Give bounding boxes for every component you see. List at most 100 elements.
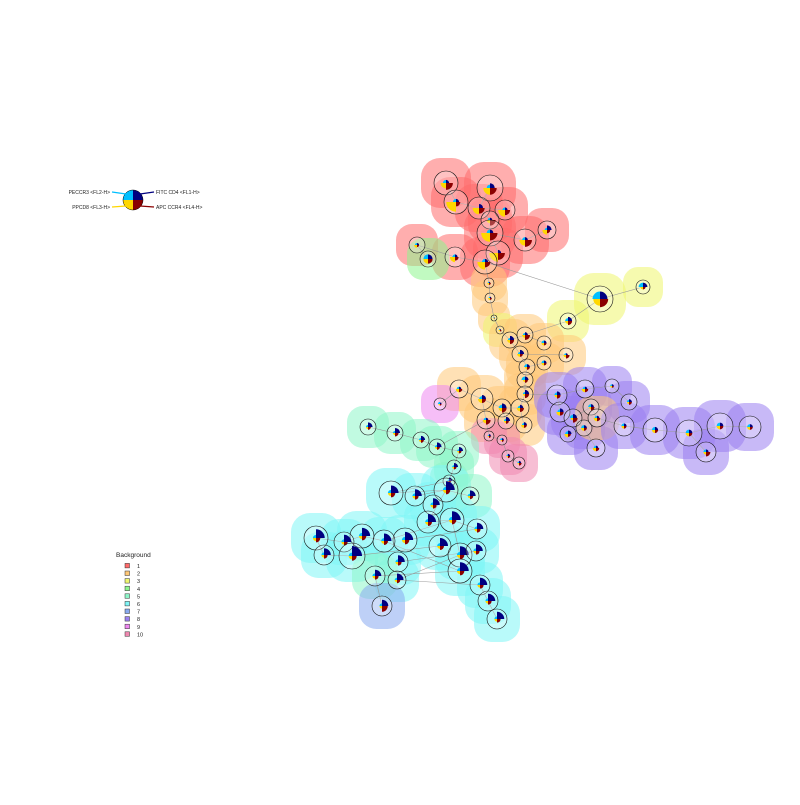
tree-node xyxy=(444,246,466,268)
tree-node xyxy=(516,371,534,389)
tree-node xyxy=(446,459,462,475)
tree-edge xyxy=(367,426,396,434)
node-marker-wedge xyxy=(517,405,520,408)
node-marker-wedge xyxy=(483,188,490,195)
tree-node xyxy=(466,518,488,540)
node-marker-wedge xyxy=(510,340,515,345)
node-marker-wedge xyxy=(455,257,459,261)
node-marker-wedge xyxy=(517,461,519,463)
node-marker-wedge xyxy=(485,262,491,268)
node-marker-wedge xyxy=(750,424,753,427)
marker-label-pp: PPCD8 <FL3-H> xyxy=(72,205,110,211)
node-marker-wedge xyxy=(433,498,440,505)
node-marker-wedge xyxy=(557,409,560,412)
tree-node xyxy=(483,430,495,442)
tree-node xyxy=(496,434,508,446)
node-marker-wedge xyxy=(476,544,483,551)
node-marker-wedge xyxy=(316,538,321,543)
node-marker-wedge xyxy=(490,229,494,233)
node-marker-wedge xyxy=(629,402,632,405)
node-marker-wedge xyxy=(372,576,375,579)
node-marker-wedge xyxy=(525,380,528,383)
node-marker-wedge xyxy=(460,555,465,560)
background-legend-label: 2 xyxy=(137,572,140,578)
tree-edge xyxy=(584,385,613,390)
node-marker-wedge xyxy=(506,454,508,456)
node-marker-wedge xyxy=(398,555,405,562)
node-marker-wedge xyxy=(524,422,527,425)
tree-node xyxy=(387,551,409,573)
background-legend-title: Background xyxy=(116,552,151,559)
node-marker-wedge xyxy=(524,425,527,428)
node-marker-wedge xyxy=(459,446,464,451)
tree-node xyxy=(635,279,651,295)
node-marker-wedge xyxy=(470,496,474,500)
node-marker-wedge xyxy=(452,254,455,257)
node-marker-wedge xyxy=(455,389,459,393)
background-legend-label: 3 xyxy=(137,579,140,585)
tree-node xyxy=(476,219,504,247)
node-marker-wedge xyxy=(481,233,490,242)
node-marker-wedge xyxy=(440,546,444,550)
node-marker-wedge xyxy=(344,534,352,542)
node-marker-wedge xyxy=(482,420,486,424)
node-marker-wedge xyxy=(442,490,446,494)
node-marker-wedge xyxy=(488,593,496,601)
node-marker-wedge xyxy=(489,253,498,262)
tree-node xyxy=(559,425,577,443)
node-marker-wedge xyxy=(522,394,525,397)
node-marker-wedge xyxy=(524,367,527,370)
background-legend-item: 6 xyxy=(124,601,140,608)
background-legend-item: 4 xyxy=(124,585,140,593)
node-marker-wedge xyxy=(434,444,437,447)
node-marker-wedge xyxy=(477,582,480,585)
tree-node xyxy=(433,397,447,411)
node-marker-wedge xyxy=(452,520,457,525)
node-marker-wedge xyxy=(489,434,491,436)
node-marker-wedge xyxy=(470,490,476,496)
tree-node xyxy=(443,189,469,215)
node-marker-wedge xyxy=(448,520,452,524)
node-marker-wedge xyxy=(554,395,557,398)
tree-node xyxy=(470,387,494,411)
node-marker-wedge xyxy=(522,335,525,338)
node-marker-wedge xyxy=(525,237,528,240)
node-marker-wedge xyxy=(493,318,494,319)
tree-edge xyxy=(519,353,567,356)
node-marker-wedge xyxy=(421,435,426,440)
node-marker-wedge xyxy=(368,422,373,427)
marker-legend: FITC CD4 <FL1-H> PECCR3 <FL2-H> PPCD8 <F… xyxy=(69,189,202,211)
node-marker-wedge xyxy=(488,601,492,605)
node-marker-wedge xyxy=(506,456,508,458)
node-marker-wedge xyxy=(486,220,490,224)
background-legend-swatch xyxy=(124,578,130,584)
node-marker-wedge xyxy=(497,619,501,623)
tree-node xyxy=(558,347,574,363)
tree-node xyxy=(428,438,446,456)
node-marker-wedge xyxy=(640,287,643,290)
node-marker-wedge xyxy=(651,430,655,434)
node-marker-wedge xyxy=(401,540,405,544)
node-marker-wedge xyxy=(324,555,328,559)
node-marker-wedge xyxy=(482,399,486,403)
node-marker-wedge xyxy=(438,404,440,406)
node-marker-wedge xyxy=(488,296,490,298)
node-marker-wedge xyxy=(487,217,490,220)
node-marker-wedge xyxy=(706,449,709,452)
tree-edge xyxy=(556,388,586,396)
tree-node xyxy=(695,441,717,463)
node-marker-wedge xyxy=(502,207,505,210)
node-marker-wedge xyxy=(525,335,531,341)
node-marker-wedge xyxy=(597,418,601,422)
node-marker-wedge xyxy=(596,445,599,448)
node-marker-wedge xyxy=(442,486,446,490)
tree-node xyxy=(371,595,393,617)
node-marker-wedge xyxy=(517,463,519,465)
node-marker-wedge xyxy=(487,281,489,283)
node-marker-wedge xyxy=(391,493,396,498)
node-marker-wedge xyxy=(591,407,595,411)
node-marker-wedge xyxy=(585,389,589,393)
node-marker-wedge xyxy=(597,415,600,418)
background-legend-item: 9 xyxy=(124,623,140,631)
node-marker-wedge xyxy=(564,434,568,438)
